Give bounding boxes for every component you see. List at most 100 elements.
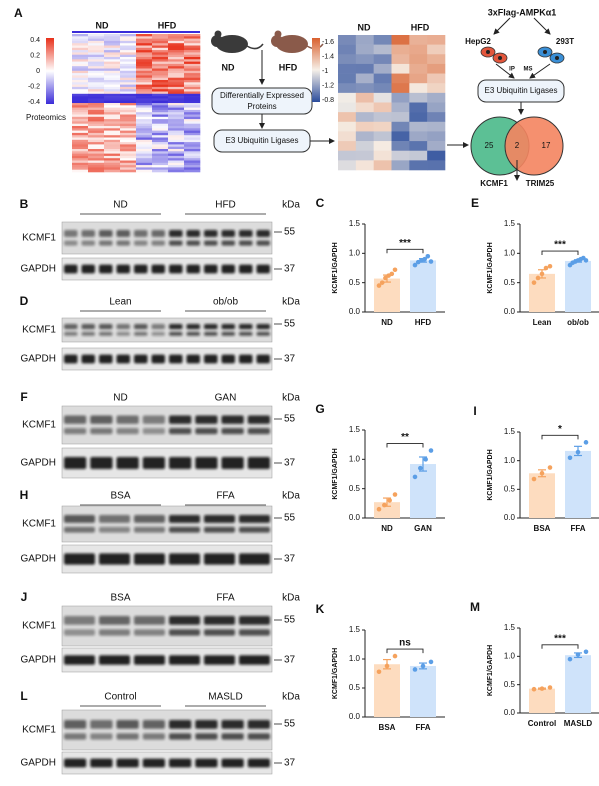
heatmap-cell <box>152 68 169 72</box>
heatmap-cell <box>136 132 153 136</box>
heatmap-cell <box>152 116 169 120</box>
data-point <box>422 256 427 262</box>
heatmap-cell <box>136 158 153 161</box>
label: 2 <box>515 141 520 150</box>
label: kDa <box>282 692 300 703</box>
heatmap-cell <box>72 84 89 88</box>
heatmap-cell <box>338 150 357 161</box>
band <box>239 264 253 274</box>
heatmap-cell <box>391 131 410 142</box>
heatmap-cell <box>104 142 121 145</box>
heatmap-cell <box>168 142 185 145</box>
heatmap-cell <box>120 153 137 157</box>
band <box>239 331 253 336</box>
heatmap-cell <box>152 82 169 85</box>
y-tick-label: 0.0 <box>504 708 516 717</box>
label: -1.6 <box>322 39 334 46</box>
heatmap-cell <box>152 93 169 97</box>
heatmap-cell <box>104 107 121 111</box>
band <box>169 526 200 533</box>
heatmap-cell <box>338 35 357 45</box>
heatmap-cell <box>427 150 446 161</box>
band <box>142 428 165 435</box>
heatmap-cell <box>168 132 185 136</box>
blot-row <box>61 221 273 255</box>
band <box>204 629 235 636</box>
band <box>221 331 235 336</box>
heatmap-cell <box>88 93 105 97</box>
heatmap-cell <box>409 112 428 123</box>
heatmap-cell <box>136 91 153 95</box>
y-tick-label: 0.5 <box>504 278 516 287</box>
heatmap-cell <box>184 112 201 115</box>
heatmap-cell <box>104 103 121 106</box>
heatmap-cell <box>120 40 137 44</box>
label: Proteins <box>247 102 276 111</box>
band <box>204 526 235 533</box>
band <box>151 354 165 364</box>
heatmap-cell <box>120 135 137 138</box>
heatmap-cell <box>72 105 89 108</box>
heatmap-cell <box>88 54 105 58</box>
heatmap-cell <box>72 137 89 141</box>
heatmap-cell <box>72 98 89 101</box>
heatmap-cell <box>427 141 446 152</box>
heatmap-cell <box>88 121 105 124</box>
band <box>116 733 139 740</box>
heatmap-cell <box>136 34 153 37</box>
heatmap-cell <box>409 102 428 113</box>
heatmap-cell <box>168 82 185 85</box>
bar <box>529 688 555 713</box>
band <box>221 324 235 330</box>
heatmap-cell <box>88 100 105 104</box>
significance-label: *** <box>554 633 566 644</box>
band <box>142 720 165 729</box>
heatmap-cell <box>120 155 137 159</box>
label: 37 <box>284 554 296 565</box>
heatmap-cell <box>136 100 153 104</box>
heatmap-cell <box>104 80 121 83</box>
panel-letter: L <box>20 689 27 703</box>
heatmap-cell <box>104 52 121 55</box>
blot-row <box>61 605 273 647</box>
heatmap-cell <box>120 91 137 95</box>
mouse-head <box>211 35 223 47</box>
heatmap-cell <box>338 160 357 171</box>
heatmap-cell <box>120 167 137 170</box>
heatmap-cell <box>168 114 185 118</box>
heatmap-cell <box>184 109 201 113</box>
heatmap-cell <box>373 63 392 74</box>
y-tick-label: 1.5 <box>349 219 361 228</box>
band <box>116 415 139 424</box>
heatmap-cell <box>168 61 185 65</box>
data-point <box>392 653 398 659</box>
heatmap-cell <box>72 75 89 78</box>
band <box>204 515 235 523</box>
band <box>186 240 200 246</box>
band <box>221 415 244 424</box>
heatmap-cell <box>373 35 392 45</box>
band <box>64 354 78 364</box>
heatmap-cell <box>152 52 169 55</box>
y-tick-label: 1.0 <box>504 248 516 257</box>
band <box>204 324 218 330</box>
band <box>221 264 235 274</box>
heatmap-cell <box>104 137 121 141</box>
heatmap-cell <box>136 98 153 101</box>
label: -0.8 <box>322 97 334 104</box>
heatmap-cell <box>355 35 374 45</box>
y-tick-label: 0.0 <box>504 307 516 316</box>
heatmap-cell <box>184 82 201 85</box>
heatmap-cell <box>152 109 169 113</box>
heatmap-cell <box>72 158 89 161</box>
heatmap-cell <box>427 92 446 103</box>
heatmap-cell <box>152 40 169 44</box>
x-tick-label: ND <box>381 524 393 533</box>
heatmap-cell <box>136 40 153 44</box>
x-tick-label: GAN <box>414 524 432 533</box>
y-axis-label: KCMF1/GAPDH <box>487 645 494 696</box>
heatmap-cell <box>120 158 137 161</box>
heatmap-cell <box>88 68 105 72</box>
panel-letter: J <box>21 590 28 604</box>
heatmap-cell <box>168 126 185 129</box>
